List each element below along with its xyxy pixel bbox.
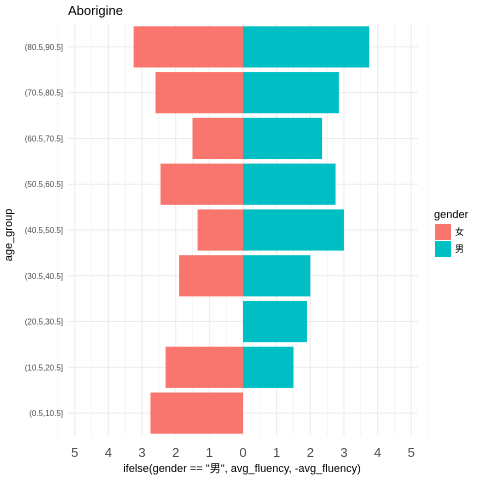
bar-female (133, 26, 243, 68)
x-tick-labels: 5 4 3 2 1 0 1 2 3 4 5 (71, 445, 415, 460)
bar-male (243, 117, 323, 160)
y-tick-label: (30.5,40.5] (25, 272, 63, 281)
y-tick-label: (40.5,50.5] (25, 226, 63, 235)
bar-male (243, 346, 294, 388)
bar-male (243, 72, 339, 114)
x-axis-label: ifelse(gender == "男", avg_fluency, -avg_… (123, 463, 361, 475)
bar-female (197, 209, 243, 251)
bar-female (165, 346, 243, 388)
bar-male (243, 209, 344, 251)
x-tick-label: 3 (138, 445, 145, 460)
legend-key-female (435, 224, 451, 240)
bar-male (243, 255, 311, 297)
x-tick-label: 4 (105, 445, 112, 460)
legend: gender 女男 (434, 209, 469, 257)
chart-title: Aborigine (68, 3, 123, 18)
bar-female (160, 163, 243, 205)
y-tick-label: (70.5,80.5] (25, 89, 63, 98)
bar-male (243, 26, 370, 68)
x-tick-label: 5 (71, 445, 78, 460)
legend-label: 男 (455, 244, 464, 254)
bar-male (243, 300, 307, 343)
legend-key-male (435, 241, 451, 257)
y-tick-label: (10.5,20.5] (25, 363, 63, 372)
bar-female (192, 117, 243, 160)
y-axis-label: age_group (3, 209, 15, 262)
legend-label: 女 (455, 226, 464, 237)
x-tick-label: 2 (307, 445, 314, 460)
x-tick-label: 4 (374, 445, 381, 460)
x-tick-label: 1 (273, 445, 280, 460)
legend-title: gender (434, 209, 469, 221)
bars-group (133, 26, 370, 434)
bar-female (179, 255, 243, 297)
y-tick-label: (80.5,90.5] (25, 43, 63, 52)
bar-female (155, 72, 243, 114)
y-tick-label: (60.5,70.5] (25, 134, 63, 143)
x-tick-label: 2 (172, 445, 179, 460)
x-tick-label: 0 (239, 445, 246, 460)
x-tick-label: 3 (340, 445, 347, 460)
x-tick-label: 5 (408, 445, 415, 460)
bar-female (150, 392, 243, 434)
y-tick-labels: (0.5,10.5] (10.5,20.5] (20.5,30.5] (30.5,40… (25, 43, 63, 418)
x-tick-label: 1 (206, 445, 213, 460)
y-tick-label: (50.5,60.5] (25, 180, 63, 189)
y-tick-label: (20.5,30.5] (25, 318, 63, 327)
y-tick-label: (0.5,10.5] (29, 409, 63, 418)
bar-male (243, 163, 336, 205)
